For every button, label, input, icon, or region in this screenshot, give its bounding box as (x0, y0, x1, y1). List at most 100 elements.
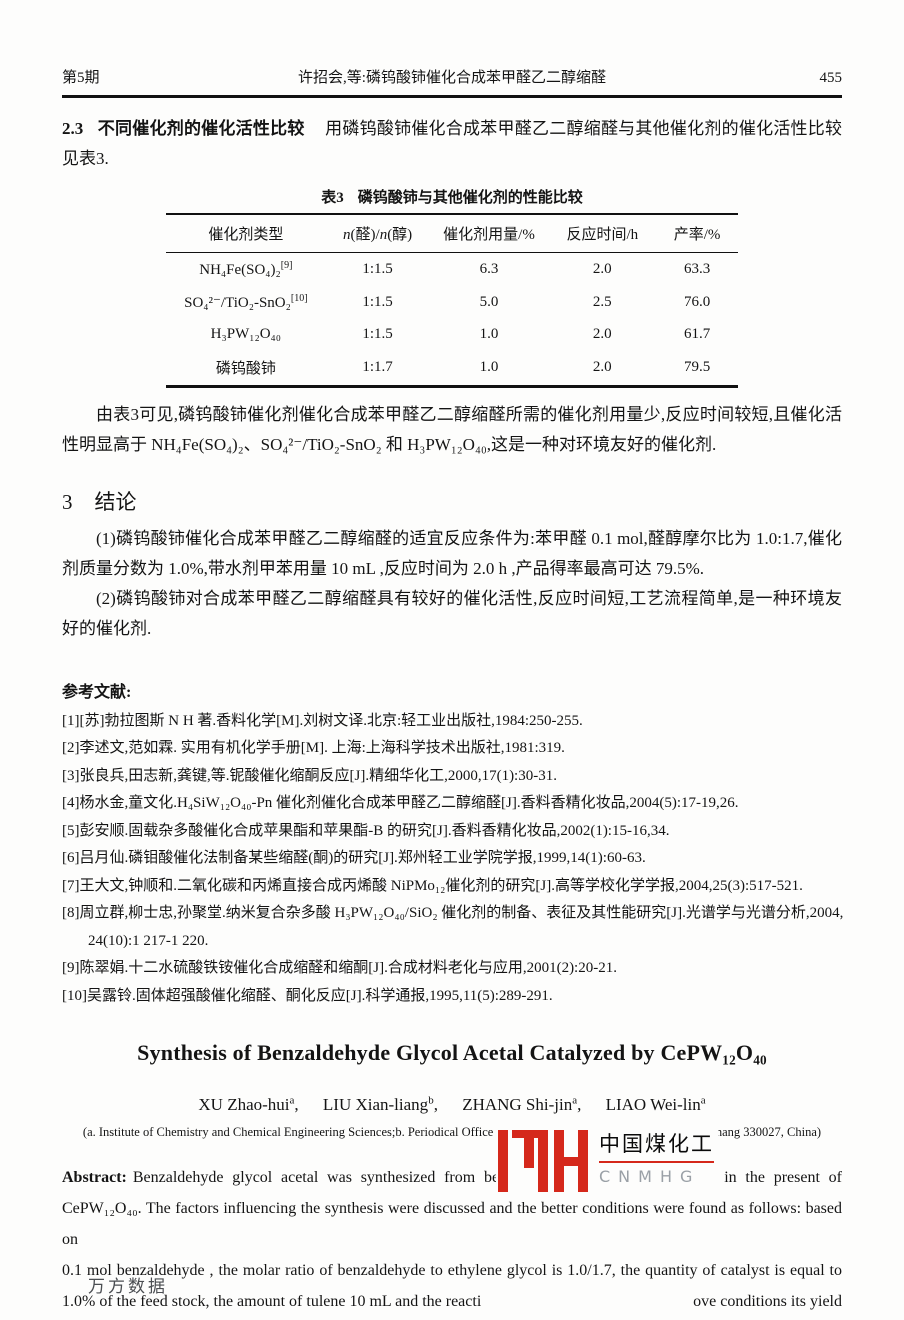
cell-yield: 79.5 (683, 358, 711, 375)
author-text: LIU Xian-liang (322, 1094, 429, 1114)
abstract-label: Abstract: (62, 1168, 127, 1186)
conclusion-title: 结论 (94, 489, 137, 514)
author-text: ZHANG Shi-jin (462, 1094, 573, 1114)
reference-item: [6]吕月仙.磷钼酸催化法制备某些缩醛(酮)的研究[J].郑州轻工业学院学报,1… (62, 850, 646, 866)
table3: 催化剂类型 n(醛)/n(醇) 催化剂用量/% 反应时间/h 产率/% NH₄F… (166, 212, 738, 388)
cell-ratio: 1:1.7 (362, 358, 393, 375)
citation-superscript: [9] (280, 259, 293, 271)
reference-item: [7]王大文,钟顺和.二氧化碳和丙烯直接合成丙烯酸 NiPMo₁₂催化剂的研究[… (62, 877, 803, 894)
reference-item: [2]李述文,范如霖. 实用有机化学手册[M]. 上海:上海科学技术出版社,19… (62, 740, 565, 756)
affiliation-superscript: b (428, 1094, 434, 1106)
watermark-text: 中国煤化工 CNMHG (599, 1128, 714, 1186)
references-heading: 参考文献: (62, 683, 132, 701)
watermark-brand-cn: 中国煤化工 (599, 1128, 714, 1163)
col-catalyst-dosage: 催化剂用量/% (429, 213, 549, 253)
author-name: XU Zhao-huia, (198, 1094, 299, 1114)
abstract-text: Benzaldehyde glycol acetal was synthesiz… (132, 1168, 842, 1186)
table-row: H₃PW₁₂O₄₀ 1:1.5 1.0 2.0 61.7 (166, 319, 738, 350)
author-name: LIAO Wei-lina (605, 1094, 706, 1114)
cnmhg-watermark: 中国煤化工 CNMHG (496, 1126, 718, 1192)
section-2-3-number: 2.3 (62, 118, 84, 138)
italic-n: n (343, 226, 351, 243)
affiliation-line: (a. Institute of Chemistry and Chemical … (82, 1124, 822, 1139)
cell-time: 2.5 (592, 293, 612, 310)
conclusion-paragraph-1: (1)磷钨酸铈催化合成苯甲醛乙二醇缩醛的适宜反应条件为:苯甲醛 0.1 mol,… (62, 528, 842, 578)
table-row: NH₄Fe(SO₄)₂[9] 1:1.5 6.3 2.0 63.3 (166, 252, 738, 286)
catalyst-formula: SO₄²⁻/TiO₂-SnO₂ (184, 294, 291, 311)
table3-caption: 表3 磷钨酸铈与其他催化剂的性能比较 (62, 186, 842, 207)
cell-yield: 76.0 (683, 293, 711, 310)
cell-time: 2.0 (592, 325, 612, 342)
col-molar-ratio-text: (醇) (387, 226, 413, 243)
cell-dosage: 1.0 (479, 358, 499, 375)
abstract-block: Abstract: Benzaldehyde glycol acetal was … (62, 1162, 842, 1320)
wanfang-data-watermark: 万方数据 (88, 1277, 168, 1297)
abstract-line: can reach over 79.5% . (62, 1317, 842, 1320)
catalyst-formula: NH₄Fe(SO₄)₂ (199, 261, 281, 278)
cell-ratio: 1:1.5 (362, 293, 393, 310)
authors-line: XU Zhao-huia, LIU Xian-liangb, ZHANG Shi… (62, 1094, 842, 1115)
reference-item: [8]周立群,柳士忠,孙聚堂.纳米复合杂多酸 H₃PW₁₂O₄₀/SiO₂ 催化… (62, 905, 844, 921)
conclusion-paragraph-2: (2)磷钨酸铈对合成苯甲醛乙二醇缩醛具有较好的催化活性,反应时间短,工艺流程简单… (62, 588, 842, 638)
page-number: 455 (819, 70, 843, 86)
catalyst-formula: 磷钨酸铈 (215, 360, 276, 377)
cell-ratio: 1:1.5 (362, 260, 393, 277)
section-2-3-paragraph: 2.3 不同催化剂的催化活性比较 用磷钨酸铈催化合成苯甲醛乙二醇缩醛与其他催化剂… (62, 114, 842, 174)
abstract-line-interrupted: 1.0% of the feed stock, the amount of tu… (62, 1286, 842, 1317)
abstract-line: CePW₁₂O₄₀. The factors influencing the s… (62, 1199, 842, 1248)
cell-time: 2.0 (592, 260, 612, 277)
running-head: 第5期 许招会,等:磷钨酸铈催化合成苯甲醛乙二醇缩醛 455 (62, 66, 842, 87)
cell-time: 2.0 (592, 358, 612, 375)
cell-yield: 63.3 (683, 260, 711, 277)
italic-n: n (379, 226, 388, 243)
reference-item: [4]杨水金,童文化.H₄SiW₁₂O₄₀-Pn 催化剂催化合成苯甲醛乙二醇缩醛… (62, 795, 739, 811)
abstract-text-left: 1.0% of the feed stock, the amount of tu… (62, 1292, 482, 1310)
section-2-3-body: 用磷钨酸铈催化合成苯甲醛乙二醇缩醛与其他催化剂的催化活性比较见表3. (62, 118, 843, 168)
reference-item: [9]陈翠娟.十二水硫酸铁铵催化合成缩醛和缩酮[J].合成材料老化与应用,200… (62, 960, 617, 976)
abstract-line: 0.1 mol benzaldehyde , the molar ratio o… (62, 1261, 842, 1279)
reference-item: [10]吴露铃.固体超强酸催化缩醛、酮化反应[J].科学通报,1995,11(5… (62, 987, 553, 1004)
author-text: XU Zhao-hui (198, 1094, 290, 1114)
table-discussion-paragraph: 由表3可见,磷钨酸铈催化剂催化合成苯甲醛乙二醇缩醛所需的催化剂用量少,反应时间较… (62, 404, 842, 454)
cnmhg-logo-icon (498, 1130, 588, 1192)
cell-catalyst: SO₄²⁻/TiO₂-SnO₂[10] (166, 286, 326, 319)
catalyst-formula: H₃PW₁₂O₄₀ (210, 325, 281, 342)
cell-catalyst: 磷钨酸铈 (166, 350, 326, 387)
affiliation-superscript: a (289, 1094, 295, 1106)
cell-catalyst: H₃PW₁₂O₄₀ (166, 319, 326, 350)
col-molar-ratio: n(醛)/n(醇) (325, 213, 430, 253)
abstract-text-right: ove conditions its yield (693, 1292, 842, 1310)
cell-dosage: 5.0 (479, 293, 499, 310)
author-name: LIU Xian-liangb, (322, 1094, 438, 1114)
cell-ratio: 1:1.5 (362, 325, 393, 342)
affiliation-superscript: a (572, 1094, 578, 1106)
citation-superscript: [10] (290, 292, 308, 304)
author-separator: , (294, 1094, 299, 1114)
conclusion-number: 3 (62, 489, 73, 514)
header-rule (62, 95, 842, 98)
col-catalyst-type: 催化剂类型 (166, 213, 326, 253)
english-title: Synthesis of Benzaldehyde Glycol Acetal … (137, 1040, 767, 1065)
col-yield: 产率/% (656, 213, 738, 253)
cell-catalyst: NH₄Fe(SO₄)₂[9] (166, 252, 326, 286)
author-text: LIAO Wei-lin (605, 1094, 701, 1114)
section-2-3-title: 不同催化剂的催化活性比较 (97, 118, 305, 138)
cell-dosage: 1.0 (479, 325, 499, 342)
col-molar-ratio-text: (醛)/ (350, 226, 380, 243)
table3-caption-label: 表3 (321, 189, 344, 206)
watermark-brand-en: CNMHG (599, 1167, 701, 1186)
reference-item: [5]彭安顺.固载杂多酸催化合成苹果酯和苹果酯-B 的研究[J].香料香精化妆品… (62, 822, 670, 839)
table-row: 磷钨酸铈 1:1.7 1.0 2.0 79.5 (166, 350, 738, 387)
running-title: 许招会,等:磷钨酸铈催化合成苯甲醛乙二醇缩醛 (298, 70, 606, 86)
reference-item: [3]张良兵,田志新,龚键,等.铌酸催化缩酮反应[J].精细华化工,2000,1… (62, 767, 557, 784)
author-separator: , (433, 1094, 438, 1114)
reference-item-continuation: 24(10):1 217-1 220. (88, 932, 209, 949)
table-row: SO₄²⁻/TiO₂-SnO₂[10] 1:1.5 5.0 2.5 76.0 (166, 286, 738, 319)
cell-yield: 61.7 (683, 325, 711, 342)
conclusion-heading: 3 结论 (62, 486, 842, 516)
col-reaction-time: 反应时间/h (548, 213, 657, 253)
table3-caption-title: 磷钨酸铈与其他催化剂的性能比较 (357, 189, 583, 206)
reference-item: [1][苏]勃拉图斯 N H 著.香料化学[M].刘树文译.北京:轻工业出版社,… (62, 712, 583, 729)
references-list: [1][苏]勃拉图斯 N H 著.香料化学[M].刘树文译.北京:轻工业出版社,… (62, 708, 844, 1011)
